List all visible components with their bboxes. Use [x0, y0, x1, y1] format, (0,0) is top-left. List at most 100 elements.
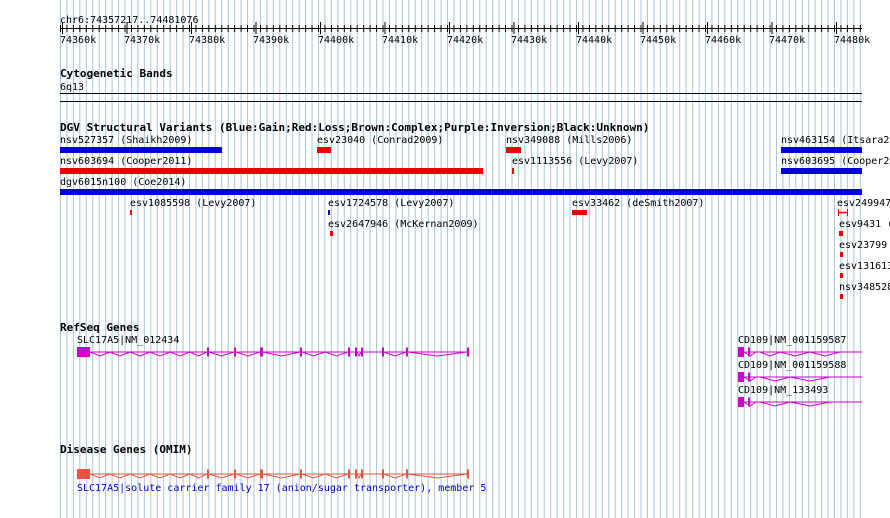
variant-label[interactable]: esv33462 (deSmith2007)	[572, 198, 705, 209]
gene-exon	[300, 469, 302, 479]
variant-bar	[60, 147, 222, 153]
track-title-cytobands: Cytogenetic Bands	[60, 67, 173, 80]
gene-exon	[406, 469, 408, 479]
variant-label[interactable]: esv1724578 (Levy2007)	[328, 198, 455, 209]
gene-intron-chevron	[789, 376, 831, 382]
gene-intron-chevron	[262, 351, 301, 357]
variant-bar	[840, 252, 843, 257]
gene-label[interactable]: CD109|NM_001159587	[738, 335, 847, 346]
variant-label[interactable]: esv9431 (	[839, 219, 890, 230]
variant-bar	[572, 210, 587, 215]
gene-intron-chevron	[89, 351, 111, 357]
gene-intron-chevron	[759, 376, 791, 382]
gene-intron-chevron	[149, 351, 171, 357]
variant-bar	[840, 273, 843, 278]
variant-label[interactable]: nsv463154 (Itsara2	[781, 135, 890, 146]
ruler-tick-label: 74450k	[640, 35, 677, 46]
gene-intron-chevron	[809, 351, 841, 357]
variant-label[interactable]: esv131613	[839, 261, 890, 272]
ruler-tick-label: 74360k	[60, 35, 97, 46]
gene-intron-chevron	[759, 401, 791, 407]
variant-label[interactable]: esv23799	[839, 240, 888, 251]
gene-exon	[738, 397, 744, 407]
gene-exon	[748, 347, 750, 357]
gene-exon	[300, 347, 302, 357]
ruler-tick-label: 74460k	[705, 35, 742, 46]
gene-intron-chevron	[149, 473, 171, 479]
variant-label[interactable]: esv23040 (Conrad2009)	[317, 135, 444, 146]
gene-label[interactable]: CD109|NM_001159588	[738, 360, 847, 371]
ruler-tick-label: 74420k	[447, 35, 484, 46]
gene-intron-chevron	[262, 473, 301, 479]
variant-label[interactable]: esv2647946 (McKernan2009)	[328, 219, 479, 230]
variant-bar	[781, 147, 862, 153]
variant-bar	[512, 168, 514, 174]
gene-exon	[748, 372, 750, 382]
variant-label[interactable]: nsv349088 (Mills2006)	[506, 135, 633, 146]
gene-intron-chevron	[383, 351, 407, 357]
variant-bar	[328, 210, 330, 215]
ruler-tick-label: 74390k	[253, 35, 290, 46]
gene-exon	[355, 469, 357, 479]
variant-label[interactable]: esv1113556 (Levy2007)	[512, 156, 639, 167]
gene-exon	[748, 397, 750, 407]
gene-exon	[355, 347, 357, 357]
ruler-tick-label: 74400k	[318, 35, 355, 46]
gene-intron-chevron	[189, 351, 208, 357]
gene-intron-chevron	[324, 351, 349, 357]
gene-intron-chevron	[129, 351, 151, 357]
gene-exon	[234, 347, 236, 357]
gene-intron-chevron	[301, 351, 326, 357]
gene-intron-chevron	[235, 473, 261, 479]
cytoband-label: 6q13	[60, 82, 85, 93]
gene-exon	[467, 469, 469, 479]
ruler-tick-label: 74480k	[834, 35, 871, 46]
gene-intron-chevron	[169, 473, 191, 479]
gene-intron-chevron	[759, 351, 781, 357]
gene-exon	[260, 469, 263, 479]
track-title-dgv: DGV Structural Variants (Blue:Gain;Red:L…	[60, 121, 650, 134]
gene-intron-chevron	[407, 351, 468, 357]
gene-exon	[467, 347, 469, 357]
ruler-tick-label: 74370k	[124, 35, 161, 46]
gene-exon	[406, 347, 408, 357]
gene-exon	[207, 469, 209, 479]
gene-exon	[260, 347, 263, 357]
variant-label[interactable]: esv1085598 (Levy2007)	[130, 198, 257, 209]
gene-intron-chevron	[743, 401, 757, 407]
variant-label[interactable]: nsv348528	[839, 282, 890, 293]
gene-intron-chevron	[356, 473, 362, 480]
gene-exon	[77, 347, 90, 357]
gene-label[interactable]: SLC17A5|NM_012434	[77, 335, 180, 346]
gene-exon	[738, 372, 744, 382]
ruler-tick-label: 74410k	[382, 35, 419, 46]
ruler-tick-label: 74430k	[511, 35, 548, 46]
track-title-omim: Disease Genes (OMIM)	[60, 443, 193, 456]
ruler-tick-label: 74470k	[769, 35, 806, 46]
variant-label[interactable]: nsv603695 (Cooper2	[781, 156, 890, 167]
variant-bar	[130, 210, 132, 215]
variant-label[interactable]: nsv603694 (Cooper2011)	[60, 156, 193, 167]
variant-bar	[317, 147, 331, 153]
variant-label[interactable]: nsv527357 (Shaikh2009)	[60, 135, 193, 146]
gene-intron-chevron	[129, 473, 151, 479]
gene-exon	[382, 469, 384, 479]
variant-label[interactable]: dgv6015n100 (Coe2014)	[60, 177, 187, 188]
gene-intron-chevron	[109, 351, 131, 357]
gene-intron-chevron	[208, 351, 235, 357]
gene-exon	[738, 347, 744, 357]
omim-gene-label[interactable]: SLC17A5|solute carrier family 17 (anion/…	[77, 483, 487, 494]
variant-bar	[60, 168, 483, 174]
ruler-tick-label: 74440k	[576, 35, 613, 46]
gene-intron-chevron	[235, 351, 261, 357]
gene-label[interactable]: CD109|NM_133493	[738, 385, 829, 396]
variant-label[interactable]: esv249947	[837, 198, 890, 209]
gene-exon	[361, 469, 363, 479]
gene-intron-chevron	[89, 473, 111, 479]
gene-exon	[207, 347, 209, 357]
gene-exon	[382, 347, 384, 357]
variant-bar	[60, 189, 862, 195]
gene-exon	[348, 347, 350, 357]
track-title-refseq: RefSeq Genes	[60, 321, 140, 334]
